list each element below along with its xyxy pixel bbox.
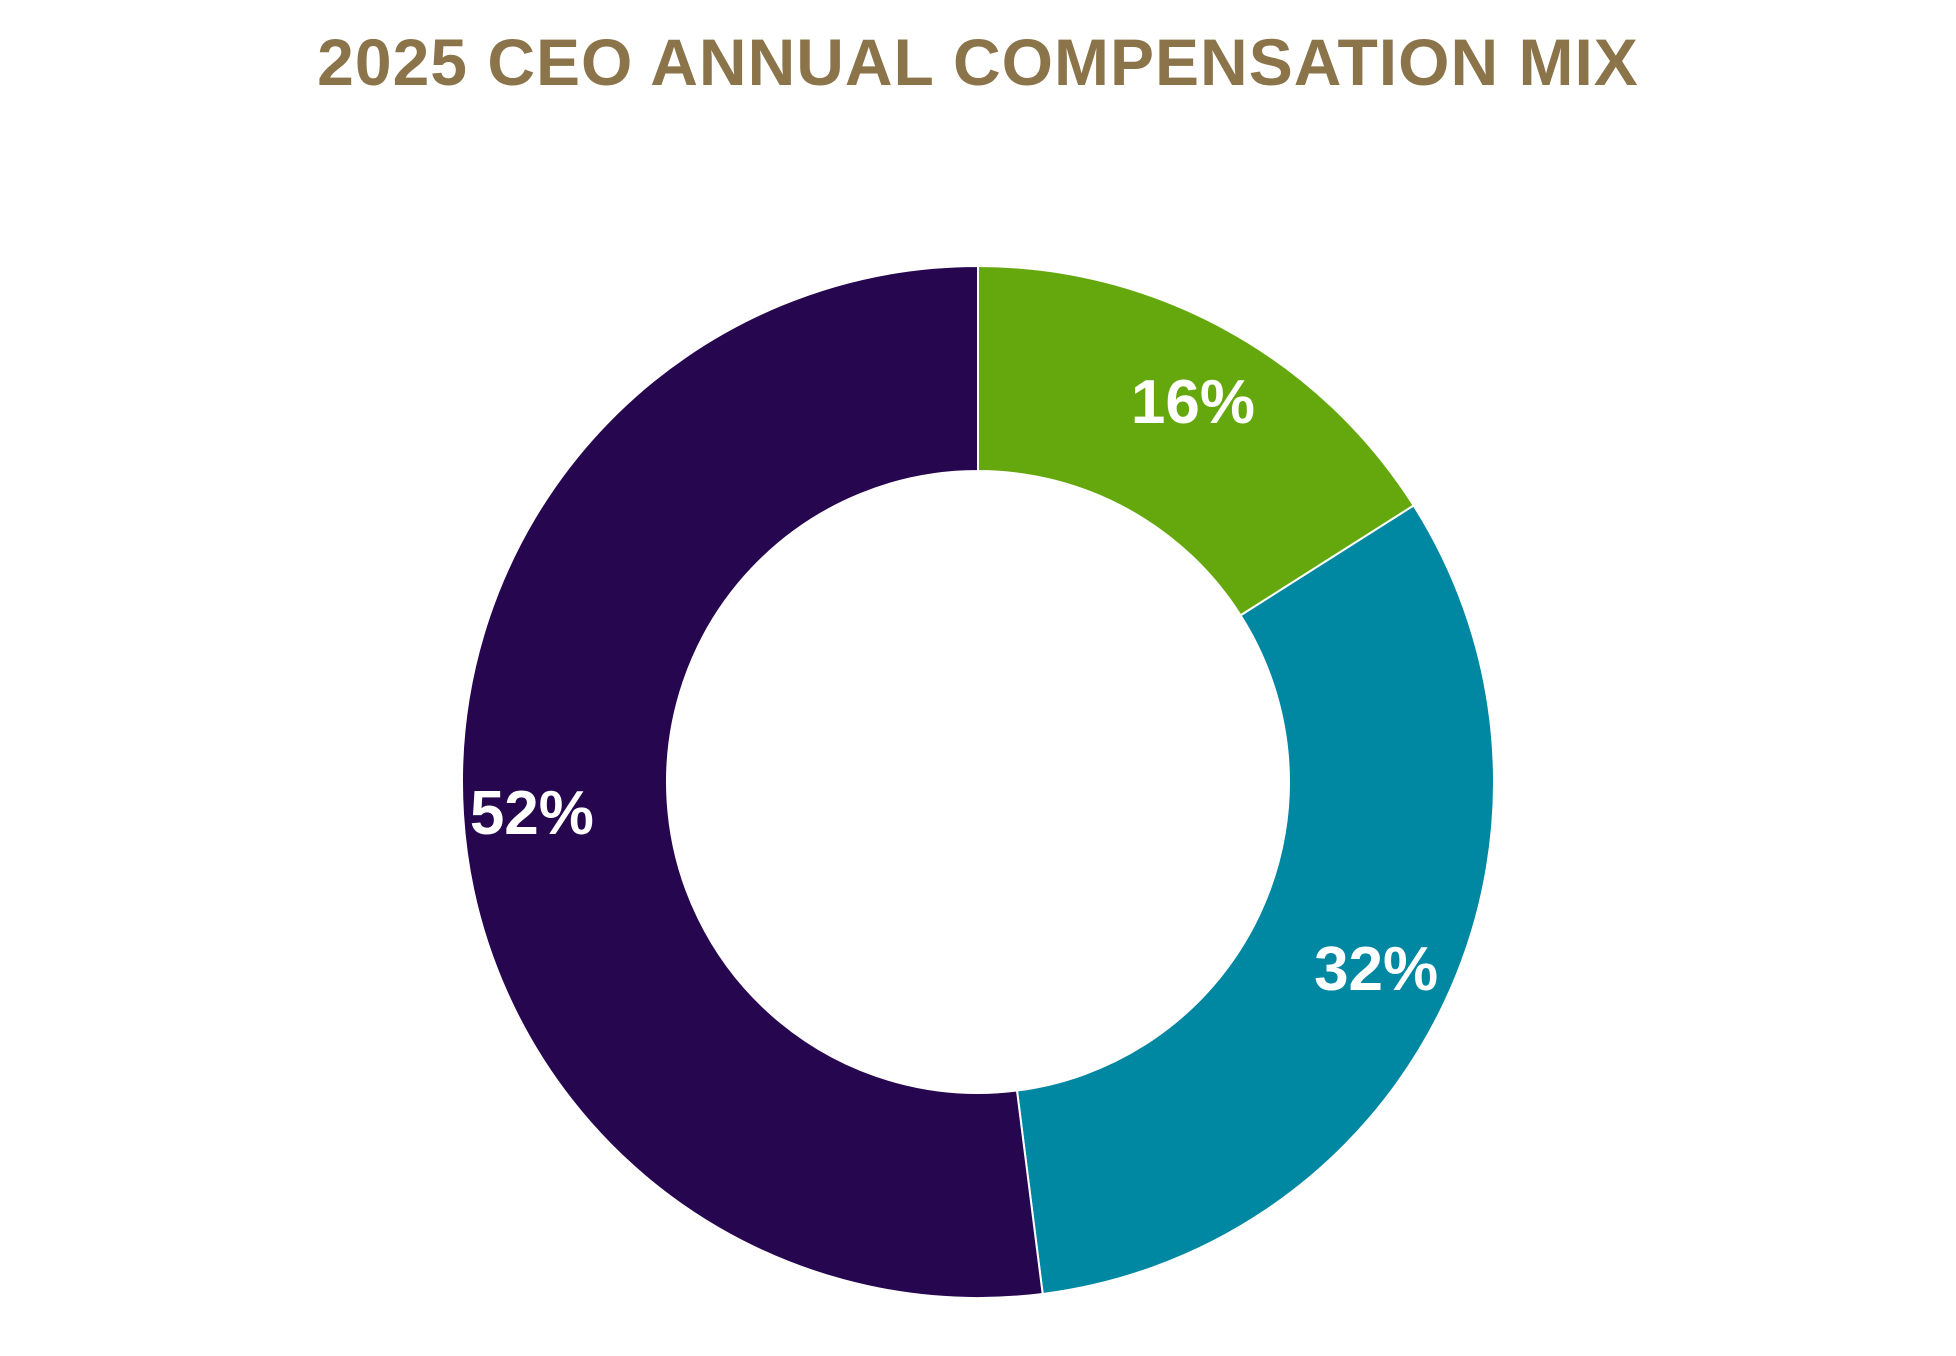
data-label-32: 32% [1314, 935, 1438, 1004]
donut-slice-32 [1015, 504, 1495, 1296]
data-label-16: 16% [1131, 368, 1255, 437]
data-label-52: 52% [470, 779, 594, 848]
donut-slice-52 [461, 264, 1044, 1299]
donut-labels: 16% 32% 52% [470, 368, 1438, 1004]
chart-title: 2025 CEO ANNUAL COMPENSATION MIX [317, 25, 1639, 99]
donut-slices [461, 264, 1495, 1299]
donut-slice-16 [977, 264, 1416, 617]
